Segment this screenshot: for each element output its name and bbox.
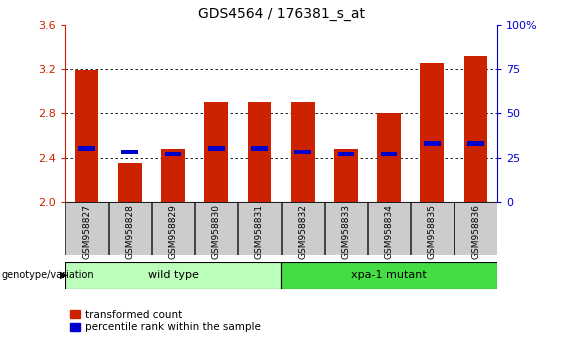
- Legend: transformed count, percentile rank within the sample: transformed count, percentile rank withi…: [70, 310, 260, 332]
- Bar: [294, 150, 311, 154]
- Bar: [454, 202, 497, 255]
- Text: xpa-1 mutant: xpa-1 mutant: [351, 270, 427, 280]
- Bar: [152, 202, 194, 255]
- Bar: [208, 147, 224, 151]
- Bar: [65, 262, 281, 289]
- Bar: [424, 141, 441, 145]
- Bar: [381, 152, 397, 156]
- Bar: [165, 152, 181, 156]
- Text: wild type: wild type: [147, 270, 198, 280]
- Bar: [334, 149, 358, 202]
- Bar: [66, 202, 108, 255]
- Bar: [377, 113, 401, 202]
- Bar: [247, 102, 271, 202]
- Bar: [121, 150, 138, 154]
- Bar: [118, 163, 142, 202]
- Bar: [281, 202, 324, 255]
- Text: GSM958829: GSM958829: [168, 205, 177, 259]
- Text: ▶: ▶: [60, 270, 68, 280]
- Bar: [368, 202, 410, 255]
- Text: GSM958836: GSM958836: [471, 205, 480, 259]
- Bar: [325, 202, 367, 255]
- Text: GSM958828: GSM958828: [125, 205, 134, 259]
- Bar: [75, 70, 98, 202]
- Bar: [108, 202, 151, 255]
- Bar: [291, 102, 315, 202]
- Bar: [467, 141, 484, 145]
- Text: GSM958830: GSM958830: [212, 205, 221, 259]
- Bar: [338, 152, 354, 156]
- Bar: [420, 63, 444, 202]
- Bar: [161, 149, 185, 202]
- Bar: [251, 147, 268, 151]
- Bar: [464, 56, 488, 202]
- Text: GSM958834: GSM958834: [385, 205, 394, 259]
- Text: GSM958827: GSM958827: [82, 205, 91, 259]
- Text: GSM958833: GSM958833: [341, 205, 350, 259]
- Text: GSM958831: GSM958831: [255, 205, 264, 259]
- Bar: [205, 102, 228, 202]
- Bar: [238, 202, 281, 255]
- Bar: [411, 202, 454, 255]
- Text: genotype/variation: genotype/variation: [1, 270, 94, 280]
- Bar: [195, 202, 237, 255]
- Text: GSM958832: GSM958832: [298, 205, 307, 259]
- Bar: [79, 147, 95, 151]
- Bar: [281, 262, 497, 289]
- Text: GSM958835: GSM958835: [428, 205, 437, 259]
- Title: GDS4564 / 176381_s_at: GDS4564 / 176381_s_at: [198, 7, 364, 21]
